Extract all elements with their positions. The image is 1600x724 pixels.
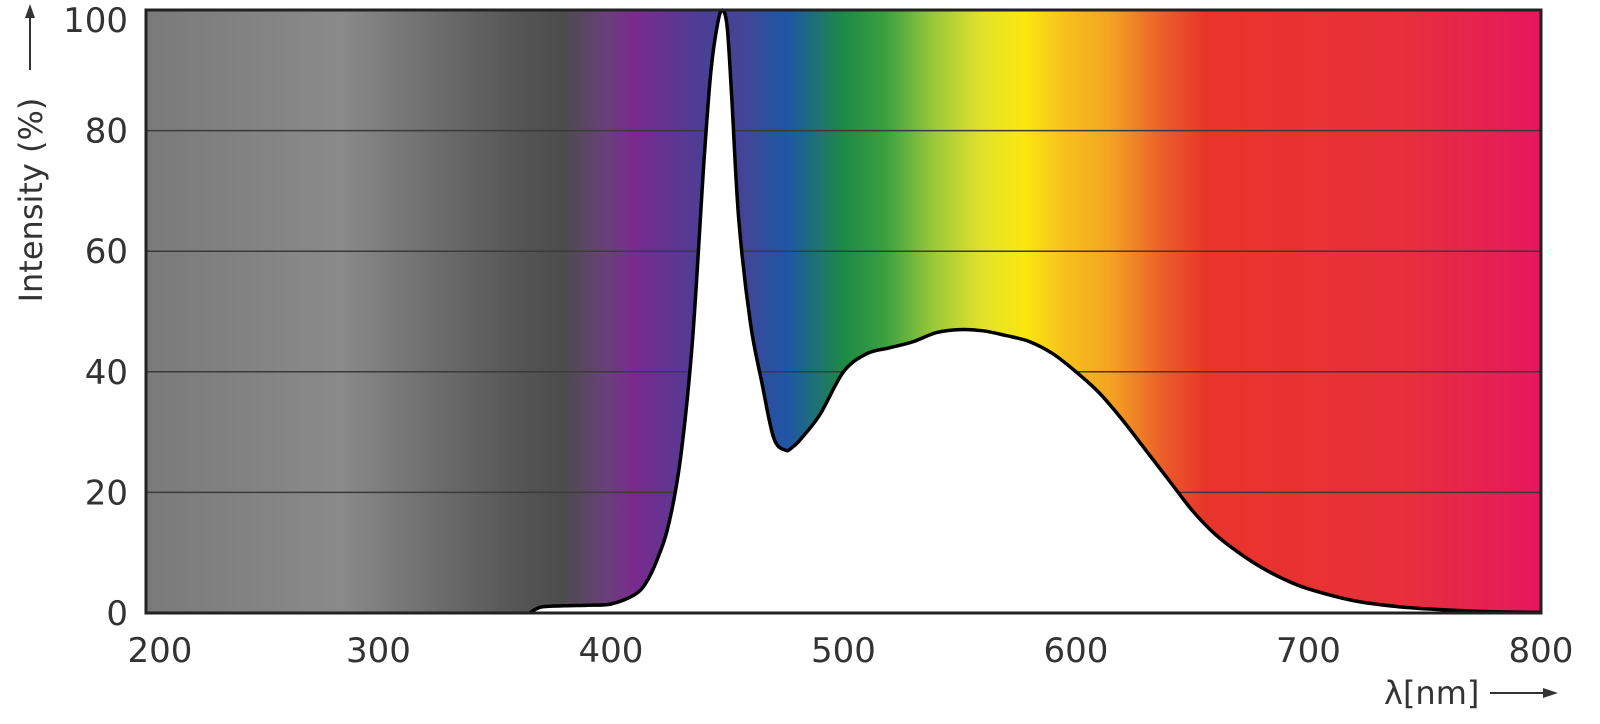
y-tick-label: 80 xyxy=(85,112,128,152)
y-tick-label: 0 xyxy=(106,594,128,634)
x-tick-label: 300 xyxy=(346,631,411,671)
y-tick-label: 40 xyxy=(85,353,128,393)
plot-border xyxy=(144,8,1543,615)
intensity-area xyxy=(529,10,1541,613)
y-axis-ticks: 0 20 40 60 80 100 xyxy=(63,1,128,634)
x-axis-ticks: 200 300 400 500 600 700 800 xyxy=(128,631,1574,671)
y-tick-label: 20 xyxy=(85,473,128,513)
x-tick-label: 600 xyxy=(1044,631,1109,671)
y-tick-label: 60 xyxy=(85,232,128,272)
x-tick-label: 700 xyxy=(1276,631,1341,671)
y-tick-label: 100 xyxy=(63,1,128,41)
x-axis-arrowhead-icon xyxy=(1543,688,1558,698)
y-axis-arrowhead-icon xyxy=(25,4,35,18)
x-axis-title: λ[nm] xyxy=(1384,674,1479,712)
y-axis-title: Intensity (%) xyxy=(12,98,50,303)
x-tick-label: 800 xyxy=(1509,631,1574,671)
y-axis-title-group: Intensity (%) xyxy=(12,4,50,302)
x-tick-label: 200 xyxy=(128,631,193,671)
x-tick-label: 400 xyxy=(579,631,644,671)
x-tick-label: 500 xyxy=(811,631,876,671)
intensity-line xyxy=(528,8,1542,615)
x-axis-title-group: λ[nm] xyxy=(1384,674,1558,712)
